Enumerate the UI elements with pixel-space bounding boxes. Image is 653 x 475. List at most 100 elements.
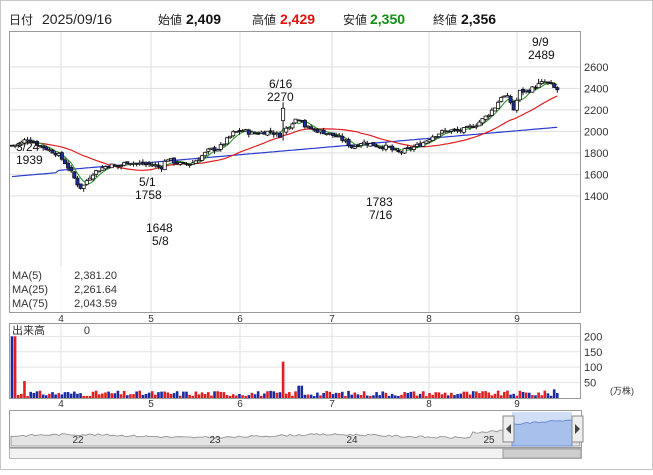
candle-body bbox=[265, 130, 270, 136]
volume-bar bbox=[350, 394, 353, 398]
candle bbox=[34, 140, 39, 147]
volume-bar bbox=[319, 395, 322, 398]
candle-body bbox=[549, 82, 554, 85]
candle-body bbox=[309, 126, 314, 130]
navigator-scrollbar-thumb[interactable] bbox=[502, 448, 582, 459]
candle-body bbox=[340, 135, 345, 141]
candle-body bbox=[449, 129, 454, 132]
candle-body bbox=[393, 148, 398, 151]
legend-background bbox=[10, 266, 119, 312]
volume-bar bbox=[125, 395, 129, 398]
volume-bar bbox=[359, 394, 363, 398]
chevron-left-icon bbox=[506, 424, 511, 434]
date-value: 2025/09/16 bbox=[42, 11, 112, 27]
legend-ma25-name: MA(25) bbox=[12, 284, 48, 296]
candle bbox=[281, 102, 286, 141]
price-y-tick-label: 2600 bbox=[584, 62, 608, 74]
chevron-right-icon bbox=[575, 424, 580, 434]
candle-body bbox=[221, 143, 226, 146]
volume-bar bbox=[116, 390, 120, 398]
navigator-scrollbar-track[interactable] bbox=[9, 448, 582, 459]
price-panel bbox=[9, 31, 581, 313]
volume-bar bbox=[150, 391, 154, 398]
volume-bar bbox=[465, 391, 469, 398]
candle-body bbox=[81, 184, 86, 189]
candle-body bbox=[374, 145, 379, 148]
candle bbox=[480, 117, 485, 126]
candle-body bbox=[181, 162, 186, 164]
volume-bar bbox=[546, 393, 550, 398]
candle-body bbox=[268, 130, 273, 133]
candle-body bbox=[411, 146, 416, 150]
volume-x-tick-label: 5 bbox=[148, 399, 154, 410]
volume-bar bbox=[387, 395, 391, 398]
volume-bar bbox=[462, 391, 466, 398]
volume-bar bbox=[281, 361, 285, 398]
candle bbox=[346, 137, 351, 148]
volume-bar bbox=[29, 391, 32, 398]
volume-bar bbox=[110, 393, 114, 398]
volume-bar bbox=[194, 391, 198, 398]
candle bbox=[552, 82, 557, 88]
candle-body bbox=[34, 141, 39, 146]
candle bbox=[228, 135, 233, 139]
candle-body bbox=[321, 129, 326, 135]
volume-y-tick-label: 100 bbox=[584, 362, 602, 374]
volume-bar bbox=[269, 390, 272, 398]
candle-body bbox=[225, 137, 230, 145]
legend-ma5-value: 2,381.20 bbox=[74, 270, 117, 282]
candle-body bbox=[94, 170, 99, 175]
candle bbox=[514, 97, 519, 113]
candle bbox=[330, 132, 335, 139]
navigator-selected-area bbox=[511, 419, 573, 447]
volume-bar bbox=[10, 336, 14, 398]
navigator-right-handle[interactable] bbox=[571, 415, 584, 443]
candle-body bbox=[477, 121, 482, 127]
volume-y-tick-label: 200 bbox=[584, 331, 602, 343]
candle bbox=[549, 80, 554, 85]
candle-body bbox=[28, 139, 33, 143]
candle bbox=[396, 147, 401, 153]
volume-bar bbox=[456, 394, 459, 398]
volume-bar bbox=[403, 392, 406, 398]
annotation-value-5-1: 1758 bbox=[135, 188, 162, 202]
candle bbox=[125, 161, 130, 164]
volume-y-tick-label: 150 bbox=[584, 347, 602, 359]
candle bbox=[215, 148, 220, 152]
candle-body bbox=[486, 114, 491, 117]
volume-label: 出来高 bbox=[12, 323, 45, 337]
volume-bar bbox=[247, 395, 251, 398]
close-value: 2,356 bbox=[461, 11, 496, 27]
price-x-tick-label: 9 bbox=[514, 314, 520, 325]
volume-bar bbox=[490, 395, 494, 398]
volume-bar bbox=[365, 395, 369, 398]
volume-bar bbox=[474, 391, 478, 398]
candle bbox=[19, 140, 24, 146]
navigator-left-handle[interactable] bbox=[502, 415, 515, 443]
candle-body bbox=[346, 139, 351, 147]
candle bbox=[184, 162, 189, 166]
volume-bar bbox=[141, 394, 145, 398]
navigator-history-area bbox=[10, 424, 581, 447]
volume-bar bbox=[107, 391, 110, 398]
volume-x-tick-label: 6 bbox=[237, 399, 243, 410]
volume-bar bbox=[20, 393, 23, 398]
candle-body bbox=[290, 123, 295, 129]
candle-body bbox=[536, 83, 541, 89]
volume-bar bbox=[415, 395, 419, 398]
volume-bar bbox=[259, 395, 263, 398]
volume-bar bbox=[446, 395, 450, 398]
volume-bar bbox=[381, 391, 385, 398]
candle bbox=[268, 127, 273, 135]
candle-body bbox=[514, 99, 519, 111]
candle-body bbox=[421, 142, 426, 147]
candle-body bbox=[396, 150, 401, 153]
candle-body bbox=[302, 120, 307, 128]
volume-bar bbox=[328, 391, 332, 398]
candle-body bbox=[552, 83, 557, 88]
volume-bar bbox=[275, 392, 279, 398]
candle-body bbox=[193, 160, 198, 164]
candle bbox=[81, 184, 86, 192]
volume-current-value: 0 bbox=[84, 325, 90, 337]
